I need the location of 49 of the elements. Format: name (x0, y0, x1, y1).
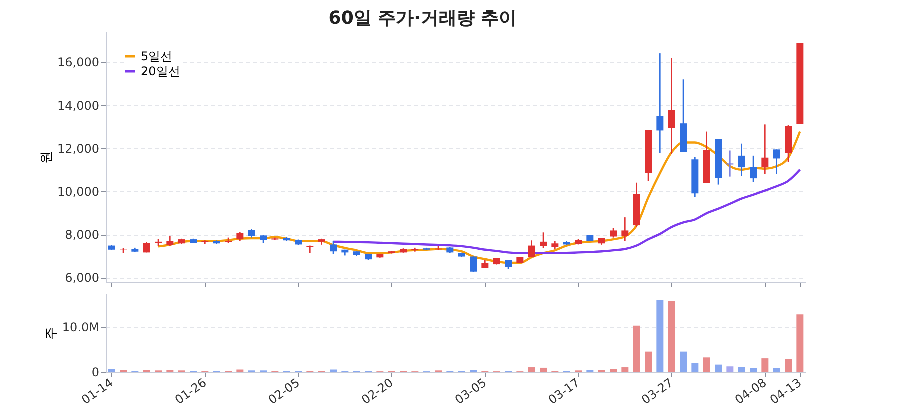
y-tick-label: 6,000 (65, 271, 100, 286)
y-tick-label: 10,000 (58, 184, 100, 199)
candlestick (726, 150, 734, 178)
candlestick (750, 155, 757, 183)
y-tick-label: 0 (92, 366, 100, 380)
bar (785, 359, 792, 372)
bar (668, 301, 676, 372)
bar (108, 369, 116, 372)
bar (738, 367, 746, 372)
candlestick (738, 143, 746, 177)
candlestick (622, 216, 629, 242)
y-tick-label: 14,000 (58, 98, 100, 113)
bar (610, 369, 617, 372)
bar (796, 314, 804, 372)
legend-label: 20일선 (141, 64, 180, 78)
bar (715, 364, 722, 372)
bar (750, 368, 757, 372)
y-tick-label: 8,000 (65, 228, 100, 242)
candlestick (668, 57, 676, 155)
candlestick (470, 256, 477, 273)
candlestick (166, 235, 174, 248)
y-tick-label: 16,000 (58, 56, 100, 70)
bar (692, 363, 699, 372)
y-axis-title: 원 (40, 151, 55, 164)
bar (528, 368, 536, 372)
candlestick (330, 240, 337, 255)
bar (633, 326, 640, 372)
legend-label: 5일선 (141, 50, 173, 64)
bar (656, 300, 664, 372)
chart-title: 60일 주가·거래량 추이 (328, 8, 518, 29)
y-tick-label: 12,000 (58, 142, 100, 156)
bar (703, 358, 710, 372)
y-axis-title: 주 (44, 327, 60, 340)
candlestick (540, 232, 547, 249)
bar (726, 366, 734, 372)
bar (622, 368, 629, 372)
candlestick (505, 259, 512, 270)
bar (762, 358, 769, 372)
y-tick-label: 10.0M (62, 320, 100, 335)
candlestick (656, 52, 664, 154)
candlestick (610, 228, 617, 238)
candlestick (306, 245, 314, 254)
candlestick (528, 240, 536, 258)
bar (680, 352, 687, 372)
candlestick (762, 124, 769, 175)
bar (540, 368, 547, 372)
bar (773, 368, 780, 372)
candlestick (773, 149, 780, 175)
bar (645, 352, 652, 372)
